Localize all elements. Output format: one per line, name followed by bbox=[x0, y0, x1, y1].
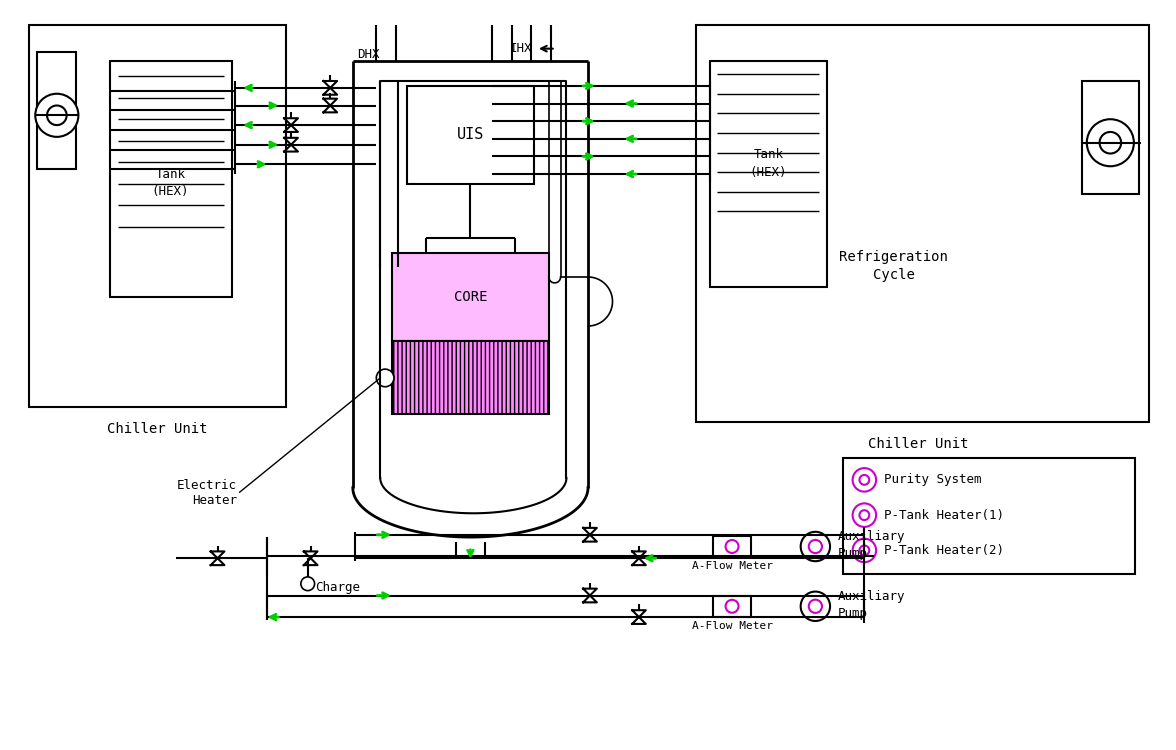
Bar bbox=[709, 62, 827, 286]
Text: DHX: DHX bbox=[356, 48, 379, 61]
Bar bbox=[696, 26, 1149, 422]
Text: Charge: Charge bbox=[315, 581, 361, 594]
Circle shape bbox=[726, 540, 739, 553]
Circle shape bbox=[47, 106, 67, 125]
Text: UIS: UIS bbox=[456, 128, 485, 142]
Text: CORE: CORE bbox=[454, 290, 487, 304]
Bar bbox=[714, 596, 750, 617]
Bar bbox=[38, 52, 76, 170]
Circle shape bbox=[801, 592, 830, 621]
Circle shape bbox=[301, 577, 314, 590]
Bar bbox=[843, 458, 1135, 574]
Circle shape bbox=[809, 600, 822, 613]
Circle shape bbox=[1087, 119, 1134, 166]
Circle shape bbox=[860, 510, 869, 520]
Text: A-Flow Meter: A-Flow Meter bbox=[691, 561, 773, 571]
Bar bbox=[29, 26, 286, 407]
Text: IHX: IHX bbox=[509, 42, 532, 56]
Circle shape bbox=[35, 94, 79, 136]
Text: (HEX): (HEX) bbox=[749, 166, 787, 178]
Circle shape bbox=[809, 540, 822, 553]
Text: Tank: Tank bbox=[155, 167, 186, 181]
Text: A-Flow Meter: A-Flow Meter bbox=[691, 621, 773, 631]
Circle shape bbox=[853, 538, 876, 562]
Circle shape bbox=[1100, 132, 1121, 154]
Circle shape bbox=[853, 503, 876, 527]
Text: Electric: Electric bbox=[178, 479, 238, 492]
Text: P-Tank Heater(1): P-Tank Heater(1) bbox=[884, 509, 1004, 522]
Text: Pump: Pump bbox=[837, 547, 868, 560]
Text: Chiller Unit: Chiller Unit bbox=[107, 422, 207, 436]
Text: Purity System: Purity System bbox=[884, 473, 982, 486]
Bar bbox=[392, 253, 549, 340]
Text: Auxiliary: Auxiliary bbox=[837, 530, 906, 543]
Circle shape bbox=[860, 545, 869, 555]
Circle shape bbox=[801, 532, 830, 561]
Circle shape bbox=[376, 369, 394, 387]
Text: Chiller Unit: Chiller Unit bbox=[868, 436, 969, 451]
Bar bbox=[392, 340, 549, 414]
Text: Auxiliary: Auxiliary bbox=[837, 590, 906, 603]
Bar bbox=[1082, 81, 1138, 194]
Text: Tank: Tank bbox=[754, 148, 783, 161]
Bar bbox=[714, 536, 750, 557]
Text: Refrigeration: Refrigeration bbox=[840, 251, 948, 265]
Bar bbox=[109, 62, 232, 296]
Text: (HEX): (HEX) bbox=[152, 185, 189, 198]
Text: Cycle: Cycle bbox=[873, 268, 915, 282]
Text: Heater: Heater bbox=[192, 494, 238, 507]
Circle shape bbox=[853, 468, 876, 491]
Text: P-Tank Heater(2): P-Tank Heater(2) bbox=[884, 544, 1004, 557]
Circle shape bbox=[860, 475, 869, 484]
Bar bbox=[407, 86, 534, 184]
Text: Pump: Pump bbox=[837, 607, 868, 619]
Circle shape bbox=[726, 600, 739, 613]
